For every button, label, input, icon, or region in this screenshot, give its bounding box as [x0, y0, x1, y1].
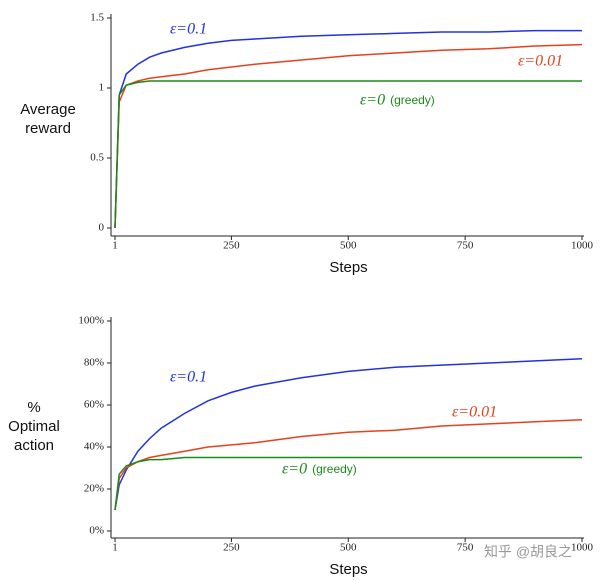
x-axis-label: Steps — [329, 561, 367, 578]
y-axis-label: % — [27, 399, 40, 416]
series-label: ε=0.1 — [170, 21, 207, 38]
x-axis-label: Steps — [329, 259, 367, 276]
x-tick-label: 500 — [340, 542, 357, 554]
series-label: ε=0.01 — [452, 404, 497, 421]
y-tick-label: 20% — [84, 483, 104, 495]
x-tick-label: 750 — [457, 542, 474, 554]
series-label: ε=0 — [282, 461, 307, 478]
y-tick-label: 40% — [84, 441, 104, 453]
x-tick-label: 250 — [223, 240, 240, 252]
y-axis-label: reward — [25, 120, 71, 137]
y-tick-label: 60% — [84, 399, 104, 411]
y-tick-label: 1 — [99, 82, 105, 94]
y-axis-label: action — [14, 437, 54, 454]
x-tick-label: 1000 — [571, 240, 594, 252]
series-line — [114, 456, 582, 511]
y-tick-label: 1.5 — [90, 12, 104, 24]
series-line — [114, 43, 583, 229]
series-label: ε=0 — [360, 92, 385, 109]
series-note: (greedy) — [390, 93, 435, 107]
x-tick-label: 1 — [112, 542, 118, 554]
series-line — [114, 29, 582, 229]
x-tick-label: 750 — [457, 240, 474, 252]
y-tick-label: 100% — [78, 315, 104, 327]
series-label: ε=0.01 — [518, 53, 563, 70]
x-tick-label: 1000 — [571, 542, 594, 554]
y-axis-label: Average — [20, 101, 76, 118]
y-axis-label: Optimal — [8, 418, 60, 435]
series-label: ε=0.1 — [170, 369, 207, 386]
series-line — [114, 80, 582, 229]
y-tick-label: 0.5 — [90, 152, 104, 164]
y-tick-label: 80% — [84, 357, 104, 369]
series-line — [114, 358, 583, 511]
series-note: (greedy) — [312, 462, 357, 476]
watermark: 知乎 @胡良之 — [484, 544, 572, 560]
y-tick-label: 0 — [99, 222, 105, 234]
x-tick-label: 1 — [112, 240, 118, 252]
y-tick-label: 0% — [89, 525, 104, 537]
x-tick-label: 500 — [340, 240, 357, 252]
x-tick-label: 250 — [223, 542, 240, 554]
